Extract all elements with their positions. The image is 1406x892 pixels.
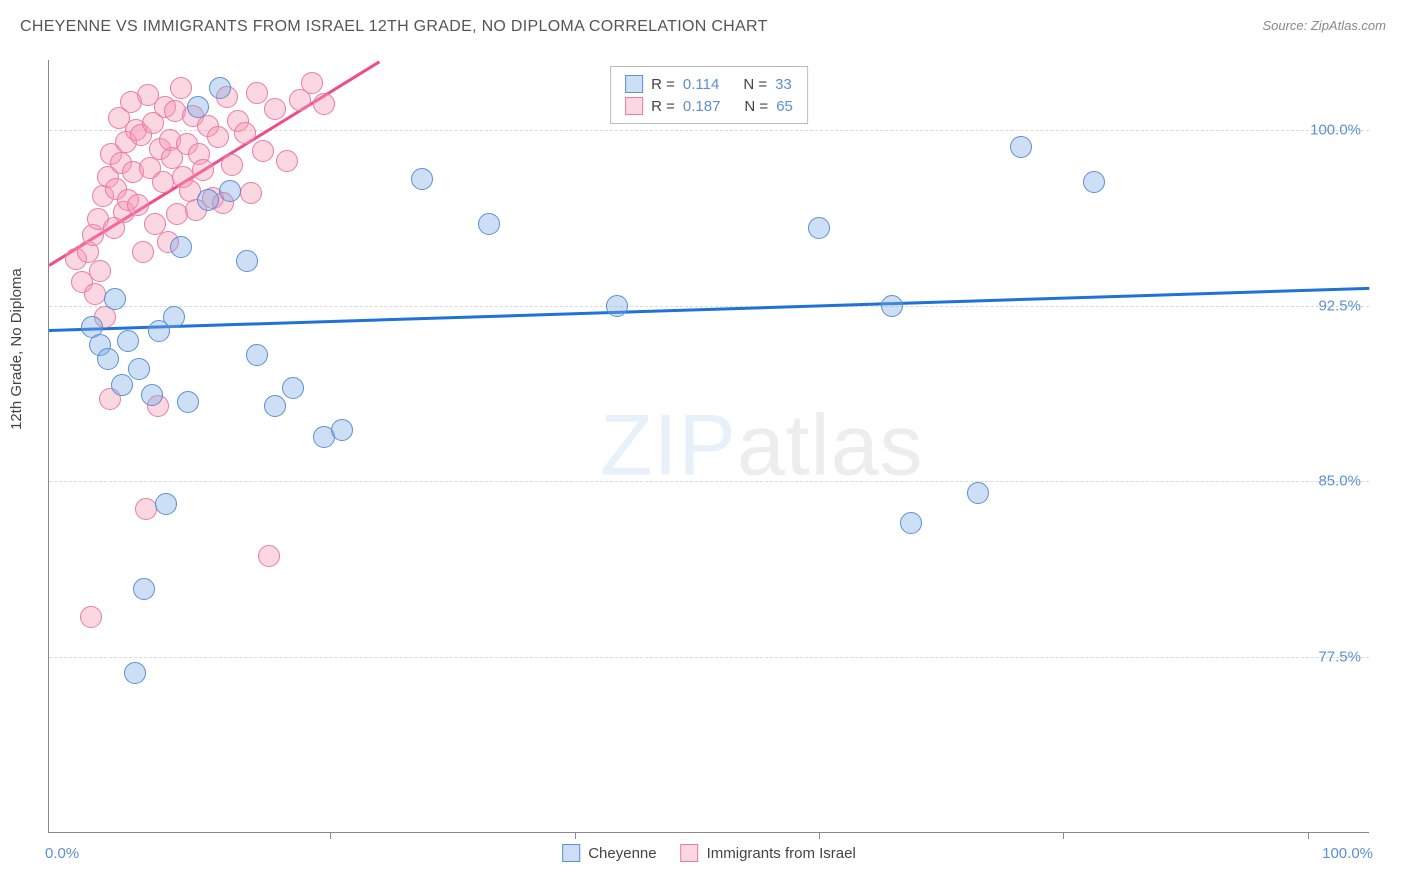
scatter-point-pink (264, 98, 286, 120)
scatter-point-pink (313, 93, 335, 115)
n-value: 65 (776, 98, 793, 115)
scatter-point-blue (155, 493, 177, 515)
scatter-point-blue (141, 384, 163, 406)
scatter-point-blue (124, 662, 146, 684)
r-value: 0.114 (683, 76, 719, 93)
gridline-h (49, 481, 1369, 482)
trendline-blue (49, 287, 1369, 332)
x-tick (330, 832, 331, 839)
r-value: 0.187 (683, 98, 721, 115)
scatter-point-pink (170, 77, 192, 99)
scatter-point-pink (152, 171, 174, 193)
r-label: R = (651, 76, 675, 93)
y-tick-label: 92.5% (1318, 297, 1361, 314)
x-tick (1063, 832, 1064, 839)
x-tick (575, 832, 576, 839)
scatter-point-blue (133, 578, 155, 600)
plot-area: ZIPatlas R = 0.114 N = 33 R = 0.187 N = … (48, 60, 1369, 833)
legend-swatch-pink (681, 844, 699, 862)
watermark-part1: ZIP (600, 398, 737, 494)
n-value: 33 (775, 76, 792, 93)
legend-row-pink: R = 0.187 N = 65 (625, 95, 793, 117)
n-label: N = (744, 98, 768, 115)
scatter-point-blue (246, 344, 268, 366)
legend-label: Immigrants from Israel (707, 845, 856, 862)
scatter-point-pink (127, 194, 149, 216)
scatter-point-blue (606, 295, 628, 317)
scatter-point-blue (187, 96, 209, 118)
scatter-point-blue (331, 419, 353, 441)
scatter-point-blue (1083, 171, 1105, 193)
legend-correlation: R = 0.114 N = 33 R = 0.187 N = 65 (610, 66, 808, 124)
scatter-point-blue (197, 189, 219, 211)
legend-swatch-pink (625, 97, 643, 115)
source-label: Source: (1262, 18, 1310, 33)
y-tick-label: 100.0% (1310, 122, 1361, 139)
gridline-h (49, 306, 1369, 307)
source-attribution: Source: ZipAtlas.com (1262, 18, 1386, 33)
scatter-point-blue (104, 288, 126, 310)
scatter-point-pink (301, 72, 323, 94)
legend-row-blue: R = 0.114 N = 33 (625, 73, 793, 95)
chart-title: CHEYENNE VS IMMIGRANTS FROM ISRAEL 12TH … (20, 18, 768, 36)
legend-swatch-blue (562, 844, 580, 862)
scatter-point-pink (246, 82, 268, 104)
scatter-point-blue (411, 168, 433, 190)
x-tick (819, 832, 820, 839)
scatter-point-blue (1010, 136, 1032, 158)
scatter-point-blue (264, 395, 286, 417)
scatter-point-blue (900, 512, 922, 534)
scatter-point-blue (163, 306, 185, 328)
scatter-point-blue (177, 391, 199, 413)
n-label: N = (743, 76, 767, 93)
y-tick-label: 85.0% (1318, 473, 1361, 490)
scatter-point-blue (808, 217, 830, 239)
scatter-point-blue (117, 330, 139, 352)
scatter-point-pink (276, 150, 298, 172)
scatter-point-blue (282, 377, 304, 399)
scatter-point-pink (221, 154, 243, 176)
scatter-point-pink (84, 283, 106, 305)
scatter-point-blue (219, 180, 241, 202)
scatter-point-blue (97, 348, 119, 370)
scatter-point-pink (132, 241, 154, 263)
scatter-point-blue (128, 358, 150, 380)
scatter-point-blue (111, 374, 133, 396)
x-axis-max-label: 100.0% (1322, 845, 1373, 862)
scatter-point-pink (258, 545, 280, 567)
y-axis-label: 12th Grade, No Diploma (8, 268, 25, 430)
scatter-point-blue (478, 213, 500, 235)
scatter-point-pink (240, 182, 262, 204)
legend-label: Cheyenne (588, 845, 656, 862)
scatter-point-pink (234, 122, 256, 144)
scatter-point-pink (89, 260, 111, 282)
scatter-point-pink (135, 498, 157, 520)
legend-item-cheyenne: Cheyenne (562, 844, 656, 862)
scatter-point-pink (192, 159, 214, 181)
x-axis-min-label: 0.0% (45, 845, 79, 862)
x-tick (1308, 832, 1309, 839)
legend-item-israel: Immigrants from Israel (681, 844, 856, 862)
legend-swatch-blue (625, 75, 643, 93)
scatter-point-blue (236, 250, 258, 272)
source-name: ZipAtlas.com (1311, 18, 1386, 33)
scatter-point-pink (252, 140, 274, 162)
scatter-point-pink (80, 606, 102, 628)
scatter-point-blue (967, 482, 989, 504)
scatter-point-blue (170, 236, 192, 258)
y-tick-label: 77.5% (1318, 648, 1361, 665)
scatter-point-pink (207, 126, 229, 148)
gridline-h (49, 657, 1369, 658)
scatter-point-blue (881, 295, 903, 317)
r-label: R = (651, 98, 675, 115)
scatter-point-blue (209, 77, 231, 99)
legend-series: Cheyenne Immigrants from Israel (562, 844, 856, 862)
watermark-part2: atlas (737, 398, 924, 494)
